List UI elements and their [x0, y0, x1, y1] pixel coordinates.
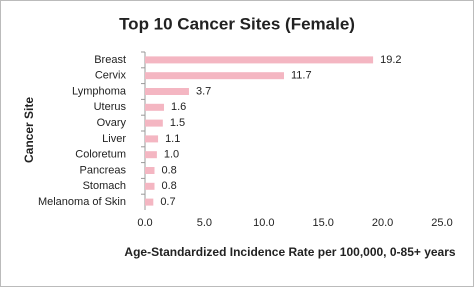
y-tick-label: Coloretum	[75, 149, 126, 161]
value-label: 11.7	[291, 70, 312, 82]
bar	[145, 72, 284, 80]
value-label: 3.7	[196, 85, 211, 97]
value-label: 0.8	[162, 180, 177, 192]
bar	[145, 103, 165, 111]
bar	[145, 151, 157, 159]
x-tick-label: 15.0	[312, 217, 333, 229]
y-tick-label: Uterus	[94, 101, 127, 113]
x-tick-label: 10.0	[253, 217, 274, 229]
value-label: 0.7	[160, 196, 175, 208]
bar	[145, 182, 155, 190]
y-tick-label: Cervix	[95, 70, 127, 82]
value-label: 1.1	[165, 133, 180, 145]
value-label: 19.2	[380, 54, 401, 66]
y-tick-label: Breast	[94, 54, 126, 66]
y-tick-label: Pancreas	[80, 164, 127, 176]
bar	[145, 56, 374, 64]
x-tick-label: 0.0	[137, 217, 152, 229]
x-axis-title: Age-Standardized Incidence Rate per 100,…	[124, 245, 455, 259]
y-tick-label: Melanoma of Skin	[38, 196, 126, 208]
value-label: 0.8	[162, 164, 177, 176]
x-tick-label: 5.0	[197, 217, 212, 229]
x-tick-label: 25.0	[431, 217, 452, 229]
value-label: 1.0	[164, 149, 179, 161]
x-tick-label: 20.0	[372, 217, 393, 229]
bar	[145, 198, 154, 206]
value-label: 1.5	[170, 117, 185, 129]
y-axis-title: Cancer Site	[22, 97, 36, 163]
value-label: 1.6	[171, 101, 186, 113]
bar	[145, 167, 155, 174]
y-tick-label: Liver	[102, 133, 126, 145]
bar	[145, 88, 189, 95]
y-tick-label: Lymphoma	[72, 85, 127, 97]
bar	[145, 135, 159, 143]
bar	[145, 119, 163, 127]
chart-title: Top 10 Cancer Sites (Female)	[119, 14, 355, 33]
y-tick-label: Ovary	[97, 117, 127, 129]
y-tick-label: Stomach	[83, 180, 126, 192]
